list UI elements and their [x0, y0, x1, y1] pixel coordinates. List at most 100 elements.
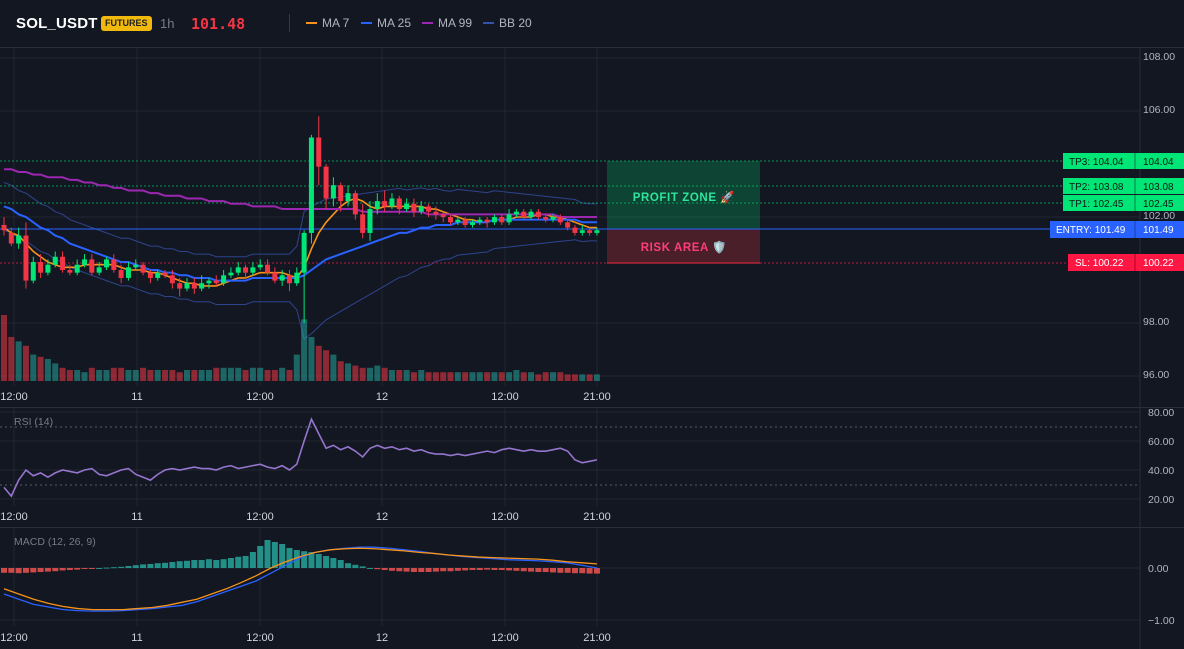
- candle-body: [572, 227, 578, 233]
- price-pane[interactable]: PROFIT ZONE 🚀 RISK AREA 🛡️ 108.00 106.00…: [0, 48, 1184, 408]
- candle-body: [374, 201, 380, 210]
- macd-histogram: [1, 540, 600, 574]
- macd-hist-bar: [176, 561, 183, 568]
- tp2-tag[interactable]: TP2: 103.08 103.08: [1063, 178, 1184, 194]
- moving-averages: [3, 168, 597, 287]
- macd-hist-bar: [301, 551, 308, 568]
- volume-bar: [184, 370, 190, 381]
- rsi-axis[interactable]: 80.00 60.00 40.00 20.00: [1148, 408, 1174, 506]
- volume-bar: [103, 370, 110, 381]
- tp3-tag-label: TP3: 104.04: [1069, 157, 1124, 168]
- futures-badge: FUTURES: [101, 16, 152, 31]
- macd-hist-bar: [425, 568, 432, 572]
- macd-hist-bar: [220, 559, 227, 568]
- candle-body: [316, 137, 322, 167]
- tp2-tag-bg: [1063, 178, 1184, 194]
- volume-bar: [37, 356, 44, 381]
- time-tick: 12:00: [491, 511, 519, 523]
- candle-body: [89, 259, 95, 273]
- candle-body: [579, 230, 585, 233]
- volume-bar: [162, 370, 169, 381]
- legend-label: MA 99: [438, 16, 473, 30]
- macd-pane[interactable]: MACD (12, 26, 9) 0.00 −1.00 12:00 11 12:…: [0, 528, 1184, 649]
- macd-hist-bar: [462, 568, 469, 571]
- tp3-tag[interactable]: TP3: 104.04 104.04: [1063, 153, 1184, 169]
- macd-line: [3, 546, 598, 612]
- price-chart[interactable]: PROFIT ZONE 🚀 RISK AREA 🛡️ 108.00 106.00…: [0, 48, 1184, 408]
- legend-label: BB 20: [499, 16, 532, 30]
- candle-body: [294, 272, 300, 284]
- legend-ma99[interactable]: MA 99: [422, 16, 472, 30]
- macd-chart[interactable]: MACD (12, 26, 9) 0.00 −1.00 12:00 11 12:…: [0, 528, 1184, 649]
- candle-body: [257, 264, 263, 268]
- bb-lower-line: [3, 229, 597, 340]
- rsi-chart[interactable]: RSI (14) 80.00 60.00 40.00 20.00 12:00 1…: [0, 408, 1184, 528]
- candle-body: [286, 275, 292, 284]
- macd-hist-bar: [103, 567, 110, 569]
- bb20-swatch-icon: [483, 22, 494, 24]
- time-tick: 12: [376, 632, 388, 644]
- macd-hist-bar: [205, 559, 212, 568]
- candle-body: [411, 203, 417, 212]
- symbol-title[interactable]: SOL_USDT: [16, 15, 98, 32]
- rsi-title[interactable]: RSI (14): [14, 416, 53, 428]
- legend-ma7[interactable]: MA 7: [306, 16, 349, 30]
- candle-body: [440, 214, 446, 217]
- volume-bar: [220, 367, 227, 381]
- rsi-tick: 20.00: [1148, 494, 1174, 506]
- volume-bar: [96, 370, 103, 381]
- volume-bar: [557, 372, 564, 381]
- macd-hist-bar: [381, 568, 388, 570]
- profit-zone-box: [607, 161, 760, 229]
- macd-hist-bar: [279, 544, 286, 568]
- volume-bar: [513, 370, 520, 381]
- candle-body: [228, 272, 234, 276]
- tp3-tag-value: 104.04: [1143, 157, 1174, 168]
- time-tick: 12:00: [0, 511, 28, 523]
- macd-tick: −1.00: [1148, 615, 1175, 627]
- legend-bb20[interactable]: BB 20: [483, 16, 532, 30]
- macd-hist-bar: [52, 568, 59, 572]
- volume-bar: [528, 372, 535, 381]
- candle-body: [491, 217, 497, 223]
- timeframe-label[interactable]: 1h: [160, 16, 175, 31]
- candle-body: [323, 166, 329, 199]
- macd-time-axis[interactable]: 12:00 11 12:00 12 12:00 21:00: [0, 632, 611, 644]
- macd-hist-bar: [374, 568, 381, 570]
- candle-body: [67, 270, 73, 273]
- tp1-tag[interactable]: TP1: 102.45 102.45: [1063, 195, 1184, 211]
- volume-bar: [535, 374, 542, 381]
- volume-bar: [418, 370, 425, 381]
- candle-body: [74, 264, 80, 273]
- macd-hist-bar: [8, 568, 15, 573]
- macd-title[interactable]: MACD (12, 26, 9): [14, 536, 96, 548]
- time-tick: 12:00: [246, 632, 274, 644]
- macd-hist-bar: [564, 568, 571, 573]
- volume-bar: [132, 370, 139, 381]
- price-axis[interactable]: 108.00 106.00 102.00 98.00 96.00: [1143, 51, 1175, 381]
- candle-body: [506, 214, 512, 223]
- candle-body: [513, 211, 519, 215]
- macd-hist-bar: [359, 566, 366, 568]
- macd-hist-bar: [198, 560, 205, 568]
- time-tick: 11: [131, 391, 142, 403]
- volume-bar: [323, 350, 330, 381]
- macd-hist-bar: [118, 566, 125, 568]
- rsi-tick: 60.00: [1148, 436, 1174, 448]
- macd-signal-line: [3, 547, 597, 611]
- candle-body: [455, 219, 461, 223]
- rsi-time-axis[interactable]: 12:00 11 12:00 12 12:00 21:00: [0, 511, 611, 523]
- time-tick: 11: [131, 632, 142, 644]
- rsi-pane[interactable]: RSI (14) 80.00 60.00 40.00 20.00 12:00 1…: [0, 408, 1184, 528]
- time-axis[interactable]: 12:00 11 12:00 12 12:00 21:00: [0, 391, 611, 403]
- entry-tag[interactable]: ENTRY: 101.49 101.49: [1050, 221, 1184, 238]
- sl-tag[interactable]: SL: 100.22 100.22: [1068, 254, 1184, 271]
- candle-body: [565, 222, 571, 228]
- volume-bar: [593, 374, 600, 381]
- legend-ma25[interactable]: MA 25: [361, 16, 411, 30]
- macd-axis[interactable]: 0.00 −1.00: [1148, 563, 1175, 627]
- candle-body: [199, 283, 205, 289]
- macd-hist-bar: [271, 542, 278, 568]
- macd-hist-bar: [506, 568, 513, 571]
- volume-bar: [447, 372, 454, 381]
